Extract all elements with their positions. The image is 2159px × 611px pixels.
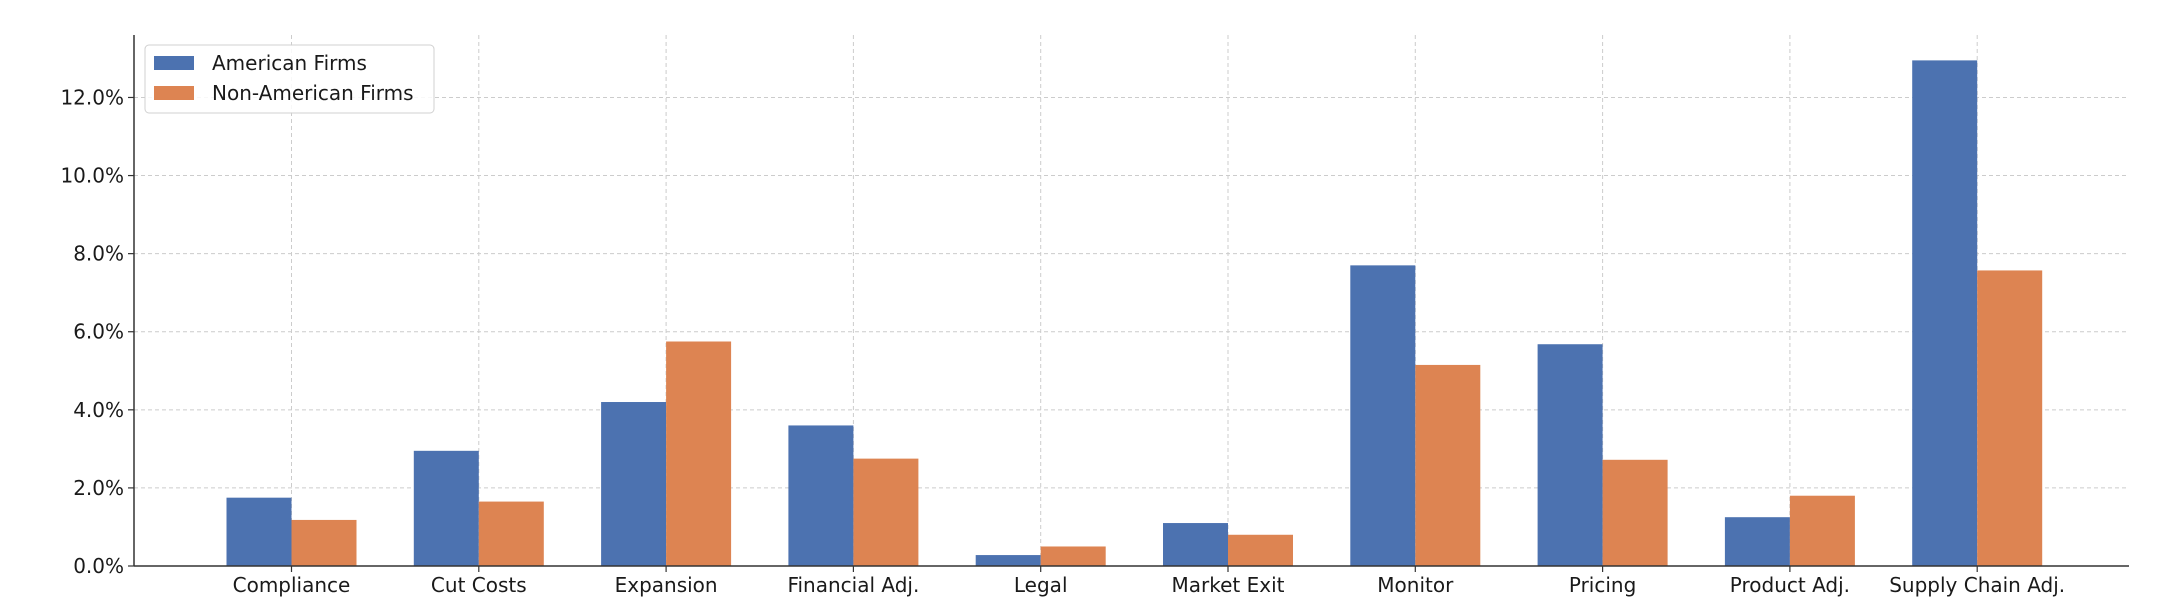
x-tick-label: Monitor <box>1377 573 1454 597</box>
x-tick-label: Legal <box>1014 573 1068 597</box>
axes-layer <box>133 35 2129 567</box>
bars-layer <box>226 60 2043 567</box>
bar-non-american-firms <box>478 501 544 566</box>
x-tick-label: Pricing <box>1569 573 1636 597</box>
bar-non-american-firms <box>1977 270 2043 566</box>
bar-american-firms <box>226 497 292 566</box>
x-tick-label: Market Exit <box>1172 573 1285 597</box>
bar-non-american-firms <box>1228 534 1293 566</box>
y-tick-label: 4.0% <box>73 398 124 422</box>
bar-non-american-firms <box>853 458 919 566</box>
bar-non-american-firms <box>666 341 732 566</box>
bar-non-american-firms <box>1040 546 1106 566</box>
bar-american-firms <box>601 402 667 566</box>
y-tick-label: 2.0% <box>73 476 124 500</box>
y-tick-label: 8.0% <box>73 242 124 266</box>
x-tick-label: Expansion <box>615 573 718 597</box>
bar-american-firms <box>1912 60 1978 567</box>
bar-non-american-firms <box>1789 495 1855 566</box>
y-tick-label: 12.0% <box>60 85 124 109</box>
bar-american-firms <box>1724 517 1790 566</box>
x-tick-label: Cut Costs <box>431 573 527 597</box>
y-tick-label: 6.0% <box>73 320 124 344</box>
ticks-layer: 0.0% 2.0% 4.0% 6.0% 8.0% 10.0% 12.0% Compliance… <box>60 85 2065 597</box>
bar-non-american-firms <box>1602 459 1668 566</box>
x-tick-label: Supply Chain Adj. <box>1889 573 2065 597</box>
y-tick-label: 10.0% <box>60 164 124 188</box>
bar-non-american-firms <box>1415 364 1481 566</box>
x-tick-label: Compliance <box>233 573 351 597</box>
bar-american-firms <box>1163 523 1228 566</box>
legend-label: American Firms <box>212 51 367 75</box>
bar-non-american-firms <box>291 519 357 566</box>
x-tick-label: Financial Adj. <box>787 573 919 597</box>
y-tick-label: 0.0% <box>73 554 124 578</box>
legend-box <box>144 44 435 114</box>
bar-american-firms <box>975 555 1041 566</box>
bar-american-firms <box>1537 344 1603 566</box>
bar-american-firms <box>788 425 854 566</box>
legend: American Firms Non-American Firms <box>144 44 435 114</box>
bar-american-firms <box>413 450 479 566</box>
bar-american-firms <box>1350 265 1416 566</box>
legend-swatch <box>154 86 194 100</box>
x-tick-label: Product Adj. <box>1730 573 1850 597</box>
legend-label: Non-American Firms <box>212 81 414 105</box>
legend-swatch <box>154 56 194 70</box>
